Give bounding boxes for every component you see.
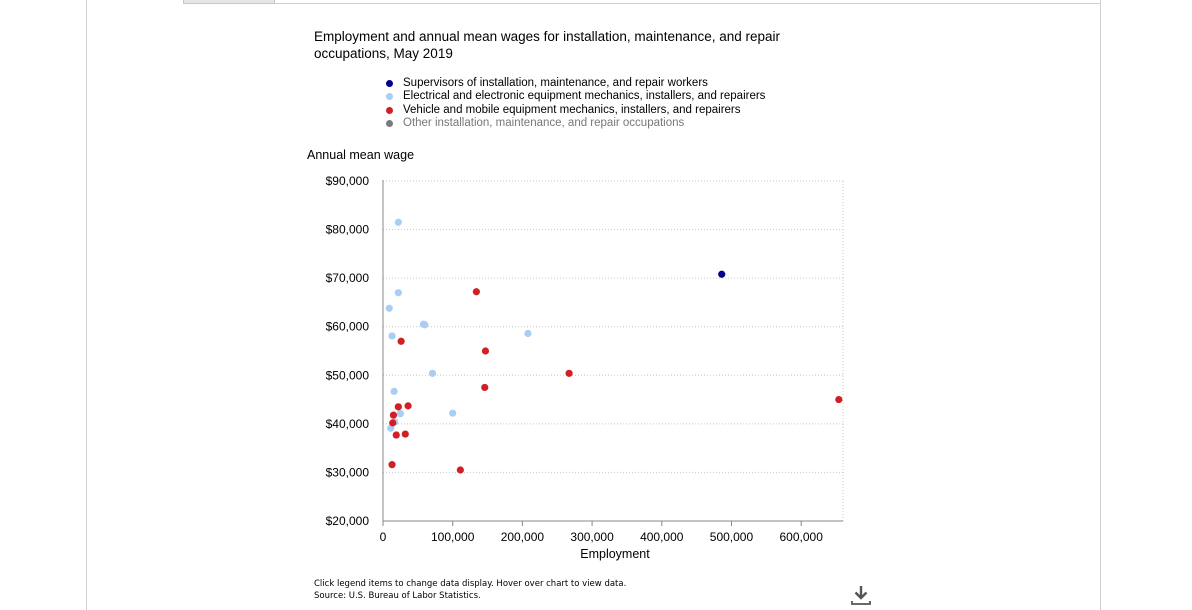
y-tick-label: $80,000 bbox=[326, 223, 370, 237]
data-point[interactable] bbox=[394, 403, 402, 411]
legend-marker-icon bbox=[386, 93, 393, 101]
data-point[interactable] bbox=[385, 304, 393, 312]
data-point[interactable] bbox=[565, 369, 573, 377]
y-axis-title: Annual mean wage bbox=[307, 148, 415, 162]
data-point[interactable] bbox=[390, 387, 398, 395]
x-tick-label: 400,000 bbox=[640, 530, 684, 544]
y-tick-label: $20,000 bbox=[326, 514, 370, 528]
tab-divider bbox=[275, 3, 1101, 4]
chart-title: Employment and annual mean wages for ins… bbox=[314, 29, 781, 61]
data-point[interactable] bbox=[388, 332, 396, 340]
y-tick-label: $90,000 bbox=[326, 174, 370, 188]
data-point[interactable] bbox=[456, 466, 464, 474]
x-tick-label: 200,000 bbox=[501, 530, 545, 544]
x-tick-label: 0 bbox=[380, 530, 387, 544]
x-axis-title: Employment bbox=[580, 547, 650, 561]
legend-label: Electrical and electronic equipment mech… bbox=[403, 90, 766, 103]
data-point[interactable] bbox=[421, 321, 429, 329]
data-point[interactable] bbox=[397, 337, 405, 345]
legend-item[interactable]: Vehicle and mobile equipment mechanics, … bbox=[384, 104, 765, 117]
data-point[interactable] bbox=[389, 411, 398, 419]
chart-legend: Supervisors of installation, maintenance… bbox=[384, 77, 765, 130]
data-point[interactable] bbox=[481, 347, 490, 355]
y-tick-label: $60,000 bbox=[326, 320, 370, 334]
legend-label: Other installation, maintenance, and rep… bbox=[403, 117, 685, 130]
download-icon[interactable] bbox=[850, 584, 872, 606]
x-tick-label: 300,000 bbox=[570, 530, 614, 544]
data-point[interactable] bbox=[389, 419, 397, 427]
data-point[interactable] bbox=[401, 430, 409, 438]
tab-strip[interactable] bbox=[183, 0, 275, 4]
data-point[interactable] bbox=[388, 461, 396, 469]
data-point[interactable] bbox=[718, 270, 726, 278]
data-point[interactable] bbox=[396, 410, 405, 418]
chart-source: Source: U.S. Bureau of Labor Statistics. bbox=[314, 591, 481, 601]
y-tick-label: $40,000 bbox=[326, 417, 370, 431]
x-tick-label: 100,000 bbox=[431, 530, 475, 544]
x-tick-label: 600,000 bbox=[779, 530, 823, 544]
y-tick-label: $50,000 bbox=[326, 368, 370, 382]
data-point[interactable] bbox=[392, 431, 400, 439]
data-point[interactable] bbox=[524, 329, 532, 338]
legend-label: Supervisors of installation, maintenance… bbox=[403, 77, 708, 90]
data-point[interactable] bbox=[428, 369, 437, 377]
legend-label: Vehicle and mobile equipment mechanics, … bbox=[403, 103, 741, 116]
y-tick-label: $30,000 bbox=[326, 465, 370, 479]
data-point[interactable] bbox=[394, 218, 402, 226]
legend-marker-icon bbox=[386, 106, 393, 114]
data-point[interactable] bbox=[835, 395, 843, 404]
data-point[interactable] bbox=[449, 409, 457, 417]
data-point[interactable] bbox=[481, 383, 489, 392]
y-tick-label: $70,000 bbox=[326, 271, 370, 285]
legend-marker-icon bbox=[386, 120, 393, 128]
legend-marker-icon bbox=[386, 80, 393, 88]
legend-item[interactable]: Electrical and electronic equipment mech… bbox=[384, 90, 765, 103]
x-tick-label: 500,000 bbox=[710, 530, 754, 544]
data-point[interactable] bbox=[394, 289, 402, 297]
content-frame bbox=[86, 0, 1101, 610]
legend-item[interactable]: Supervisors of installation, maintenance… bbox=[384, 77, 765, 90]
legend-item[interactable]: Other installation, maintenance, and rep… bbox=[384, 117, 765, 130]
data-point[interactable] bbox=[404, 402, 412, 410]
chart-instructions: Click legend items to change data displa… bbox=[314, 579, 627, 589]
data-point[interactable] bbox=[472, 288, 480, 296]
